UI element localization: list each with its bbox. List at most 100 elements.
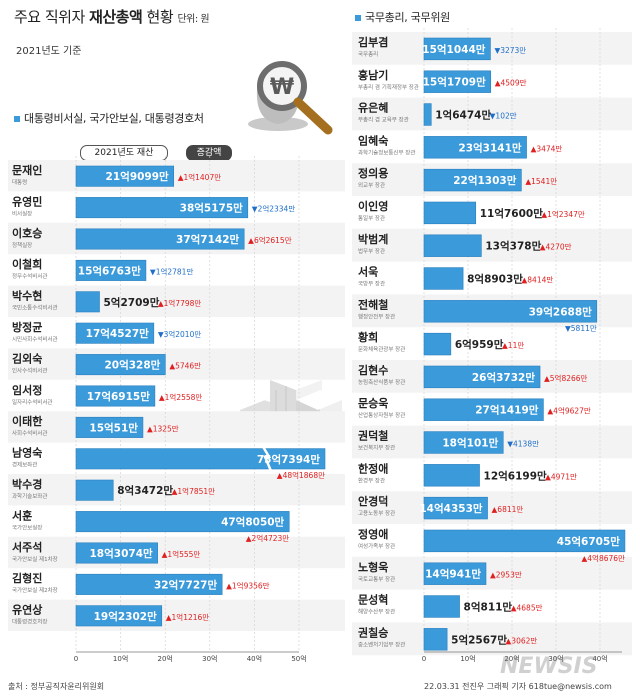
asset-bar bbox=[423, 201, 477, 225]
official-name: 김형진 bbox=[12, 571, 42, 585]
asset-value-label: 38억5175만 bbox=[180, 202, 243, 215]
credit-label: 22.03.31 전진우 그래픽 기자 618tue@newsis.com bbox=[424, 682, 612, 691]
row-band bbox=[8, 348, 345, 380]
official-name: 박수경 bbox=[12, 477, 42, 491]
official-title: 법무부 장관 bbox=[358, 247, 385, 255]
section-marker-icon bbox=[355, 15, 361, 21]
row-band bbox=[8, 285, 345, 317]
official-name: 남영숙 bbox=[12, 447, 42, 460]
official-name: 김외숙 bbox=[12, 351, 42, 365]
asset-bar bbox=[423, 37, 491, 61]
asset-bar bbox=[423, 300, 598, 323]
change-value-label: ▲4억9627만 bbox=[547, 407, 591, 416]
asset-bar bbox=[75, 354, 166, 376]
asset-value-label: 12억6199만 bbox=[484, 469, 547, 482]
change-value-label: ▲4685만 bbox=[511, 604, 543, 613]
change-value-label: ▲1억9356만 bbox=[226, 581, 270, 590]
official-name: 정의용 bbox=[358, 166, 388, 180]
asset-bar bbox=[75, 542, 158, 564]
asset-bar bbox=[75, 385, 156, 407]
official-name: 전해철 bbox=[358, 297, 388, 311]
asset-value-label: 8억811만 bbox=[464, 601, 513, 614]
asset-value-label: 5억2709만 bbox=[104, 296, 160, 309]
official-name: 서훈 bbox=[12, 508, 32, 522]
official-title: 국민소통수석비서관 bbox=[12, 304, 58, 312]
official-name: 문재인 bbox=[12, 163, 42, 177]
official-title: 부총리 겸 기획재정부 장관 bbox=[358, 83, 419, 91]
asset-bar bbox=[75, 322, 155, 344]
asset-bar bbox=[75, 228, 245, 250]
change-value-label: ▼5811만 bbox=[565, 324, 597, 333]
asset-bar bbox=[423, 398, 544, 421]
change-value-label: ▲2953만 bbox=[490, 571, 522, 580]
asset-value-label: 15억1044만 bbox=[422, 43, 485, 56]
x-tick-label: 30억 bbox=[202, 655, 217, 663]
change-value-label: ▲2억4723만 bbox=[246, 534, 290, 543]
asset-value-label: 26억3732만 bbox=[472, 371, 535, 384]
row-band bbox=[352, 97, 632, 131]
official-name: 서욱 bbox=[358, 265, 378, 279]
official-title: 대통령 bbox=[12, 178, 27, 186]
asset-value-label: 75억7394만 bbox=[257, 453, 320, 466]
change-value-label: ▲4270만 bbox=[540, 243, 572, 252]
change-value-label: ▲8414만 bbox=[522, 276, 554, 285]
asset-bar bbox=[423, 267, 464, 290]
official-title: 농림축산식품부 장관 bbox=[358, 378, 405, 386]
asset-value-label: 15억1709만 bbox=[423, 76, 486, 89]
official-name: 이태한 bbox=[12, 414, 42, 428]
official-name: 홍남기 bbox=[358, 68, 388, 82]
asset-value-label: 19억2302만 bbox=[94, 610, 157, 623]
change-value-label: ▲4억8676만 bbox=[582, 554, 626, 563]
official-name: 이철희 bbox=[12, 257, 42, 271]
asset-bar bbox=[423, 168, 522, 192]
official-title: 비서실장 bbox=[12, 209, 32, 217]
official-name: 권칠승 bbox=[358, 625, 388, 639]
official-title: 고용노동부 장관 bbox=[358, 509, 395, 517]
official-name: 김현수 bbox=[358, 363, 388, 377]
row-band bbox=[8, 160, 345, 192]
x-tick-label: 10억 bbox=[113, 655, 128, 663]
asset-value-label: 17억6915만 bbox=[87, 390, 150, 403]
row-band bbox=[8, 536, 345, 569]
official-name: 김부겸 bbox=[358, 36, 388, 49]
official-name: 한정애 bbox=[358, 461, 388, 475]
official-name: 정영애 bbox=[358, 527, 388, 541]
asset-bar bbox=[423, 365, 541, 389]
money-bag-magnifier-icon: ₩ bbox=[248, 61, 333, 135]
asset-value-label: 5억2567만 bbox=[451, 633, 507, 646]
change-value-label: ▼1억2781만 bbox=[150, 267, 194, 276]
change-value-label: ▼3273만 bbox=[494, 46, 526, 55]
change-value-label: ▲1억7798만 bbox=[158, 299, 202, 308]
official-title: 사회수석비서관 bbox=[12, 429, 47, 437]
left-section-title: 대통령비서실, 국가안보실, 대통령경호처 bbox=[14, 110, 204, 126]
change-value-label: ▲1325만 bbox=[147, 424, 179, 433]
x-tick-label: 40억 bbox=[247, 655, 262, 663]
change-value-label: ▼4138만 bbox=[507, 440, 539, 449]
official-title: 문화체육관광부 장관 bbox=[358, 345, 405, 353]
change-value-label: ▼102만 bbox=[490, 112, 517, 121]
asset-value-label: 8억3472만 bbox=[117, 484, 173, 497]
official-title: 국무총리 bbox=[358, 50, 378, 58]
source-label: 출처 : 정부공직자윤리위원회 bbox=[8, 682, 105, 691]
row-band bbox=[352, 622, 632, 656]
asset-value-label: 18억3074만 bbox=[90, 547, 153, 560]
official-title: 해양수산부 장관 bbox=[358, 608, 395, 616]
asset-value-label: 1억6474만 bbox=[435, 109, 491, 122]
official-name: 박범계 bbox=[358, 232, 388, 246]
asset-bar bbox=[423, 234, 482, 257]
official-name: 이호승 bbox=[12, 226, 42, 240]
x-tick-label: 50억 bbox=[291, 655, 306, 663]
asset-value-label: 14억4353만 bbox=[419, 502, 482, 515]
asset-bar bbox=[75, 197, 249, 219]
row-band bbox=[8, 474, 345, 506]
page-title: 주요 직위자 재산총액 현황 단위: 원 bbox=[14, 8, 210, 26]
official-name: 문승욱 bbox=[358, 397, 388, 410]
asset-bar bbox=[75, 479, 114, 501]
asset-value-label: 37억7142만 bbox=[176, 233, 239, 246]
official-title: 중소벤처기업부 장관 bbox=[358, 640, 405, 648]
section-marker-icon bbox=[14, 116, 20, 122]
official-name: 서주석 bbox=[12, 540, 42, 554]
asset-bar bbox=[423, 431, 504, 454]
official-name: 이인영 bbox=[358, 199, 388, 213]
